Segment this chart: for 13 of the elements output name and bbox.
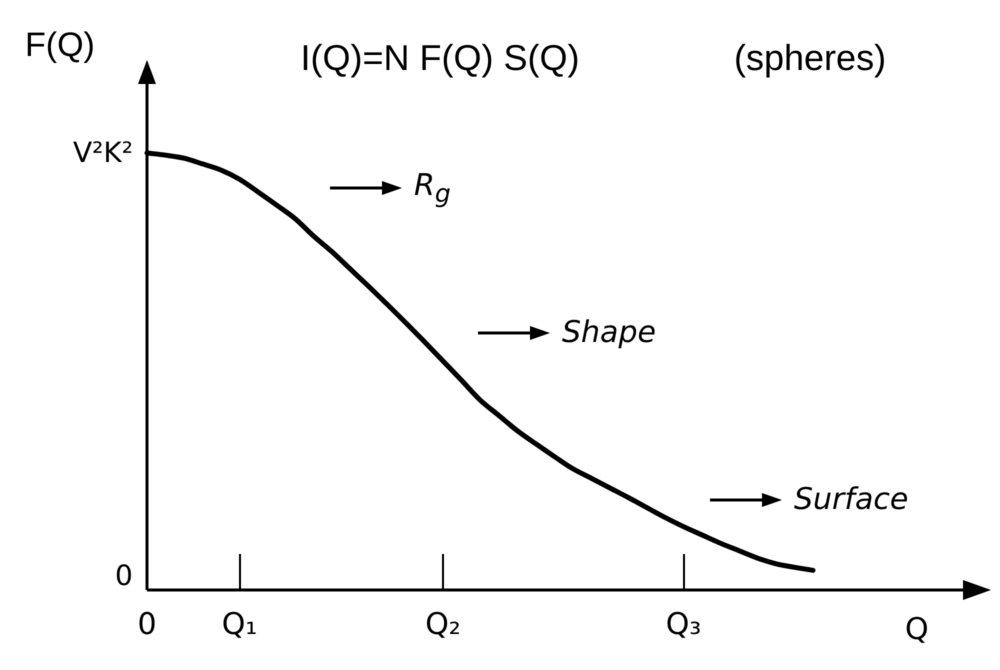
text: 0 [115, 559, 133, 592]
annotation: R$_{g}$ [414, 168, 451, 208]
annotation: Surface [794, 482, 908, 517]
annotation: Shape [562, 315, 656, 350]
x-tick-label: 0 [137, 606, 157, 642]
x-axis-title: Q [905, 612, 929, 647]
x-tick-label: Q₃ [666, 606, 702, 642]
y-axis-title: F(Q) [25, 26, 95, 64]
annotation: V²K² [73, 136, 133, 169]
x-tick-label: Q₁ [222, 606, 258, 642]
x-tick-label: Q₂ [425, 606, 461, 642]
chart-title: I(Q)=N F(Q) S(Q) [300, 37, 580, 78]
chart-subtitle: (spheres) [734, 37, 886, 78]
